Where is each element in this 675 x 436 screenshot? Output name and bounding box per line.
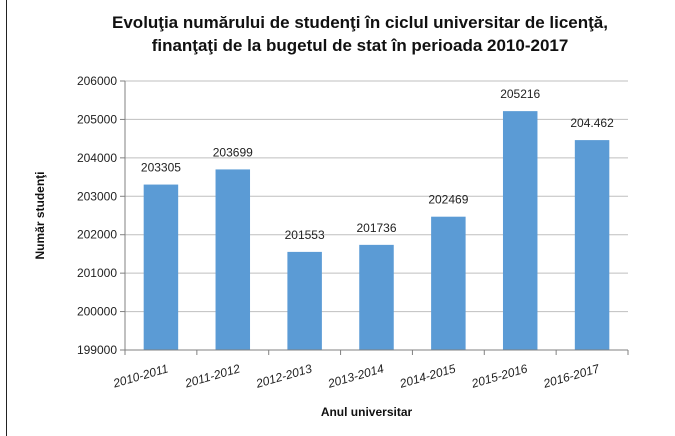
x-tick-label: 2010-2011 (111, 361, 170, 390)
bar (287, 251, 322, 350)
data-label: 203305 (141, 161, 181, 175)
x-tick-label: 2012-2013 (253, 361, 313, 391)
bar (431, 216, 466, 350)
y-tick-label: 206000 (77, 74, 117, 88)
y-tick-labels: 199000 200000 201000 202000 203000 204000 2050… (77, 74, 117, 357)
y-axis-title: Număr studenţi (33, 171, 47, 259)
axes (124, 81, 629, 355)
y-tick-label: 199000 (77, 343, 117, 357)
y-tick-label: 205000 (77, 112, 117, 126)
x-axis-title: Anul universitar (321, 405, 413, 419)
bar (359, 244, 394, 350)
bar (143, 184, 179, 350)
data-label: 204.462 (570, 116, 614, 130)
bars (143, 111, 610, 351)
data-label: 201736 (356, 221, 396, 235)
data-label: 201553 (285, 228, 325, 242)
bar (502, 111, 538, 351)
x-tick-label: 2014-2015 (397, 361, 457, 391)
y-tick-label: 201000 (77, 266, 117, 280)
bar (574, 140, 610, 350)
x-tick-label: 2016-2017 (541, 361, 602, 391)
chart-title-line-2: finanţaţi de la bugetul de stat în perio… (151, 36, 569, 55)
x-tick-label: 2011-2012 (182, 361, 241, 390)
y-tick-label: 204000 (77, 151, 117, 165)
data-labels: 203305 203699 201553 201736 202469 205216 204.… (141, 87, 614, 242)
chart-title-line-1: Evoluţia numărului de studenţi în ciclul… (112, 13, 608, 32)
x-tick-labels: 2010-2011 2011-2012 2012-2013 2013-2014 2014… (111, 361, 603, 391)
y-tick-label: 203000 (77, 189, 117, 203)
x-tick-label: 2013-2014 (325, 361, 385, 391)
data-label: 202469 (428, 193, 468, 207)
y-tick-label: 202000 (77, 228, 117, 242)
y-tick-label: 200000 (77, 305, 117, 319)
bar (215, 169, 251, 350)
data-label: 205216 (500, 87, 540, 101)
x-tick-label: 2015-2016 (469, 361, 529, 391)
data-label: 203699 (213, 145, 253, 159)
left-border-line (6, 0, 7, 436)
